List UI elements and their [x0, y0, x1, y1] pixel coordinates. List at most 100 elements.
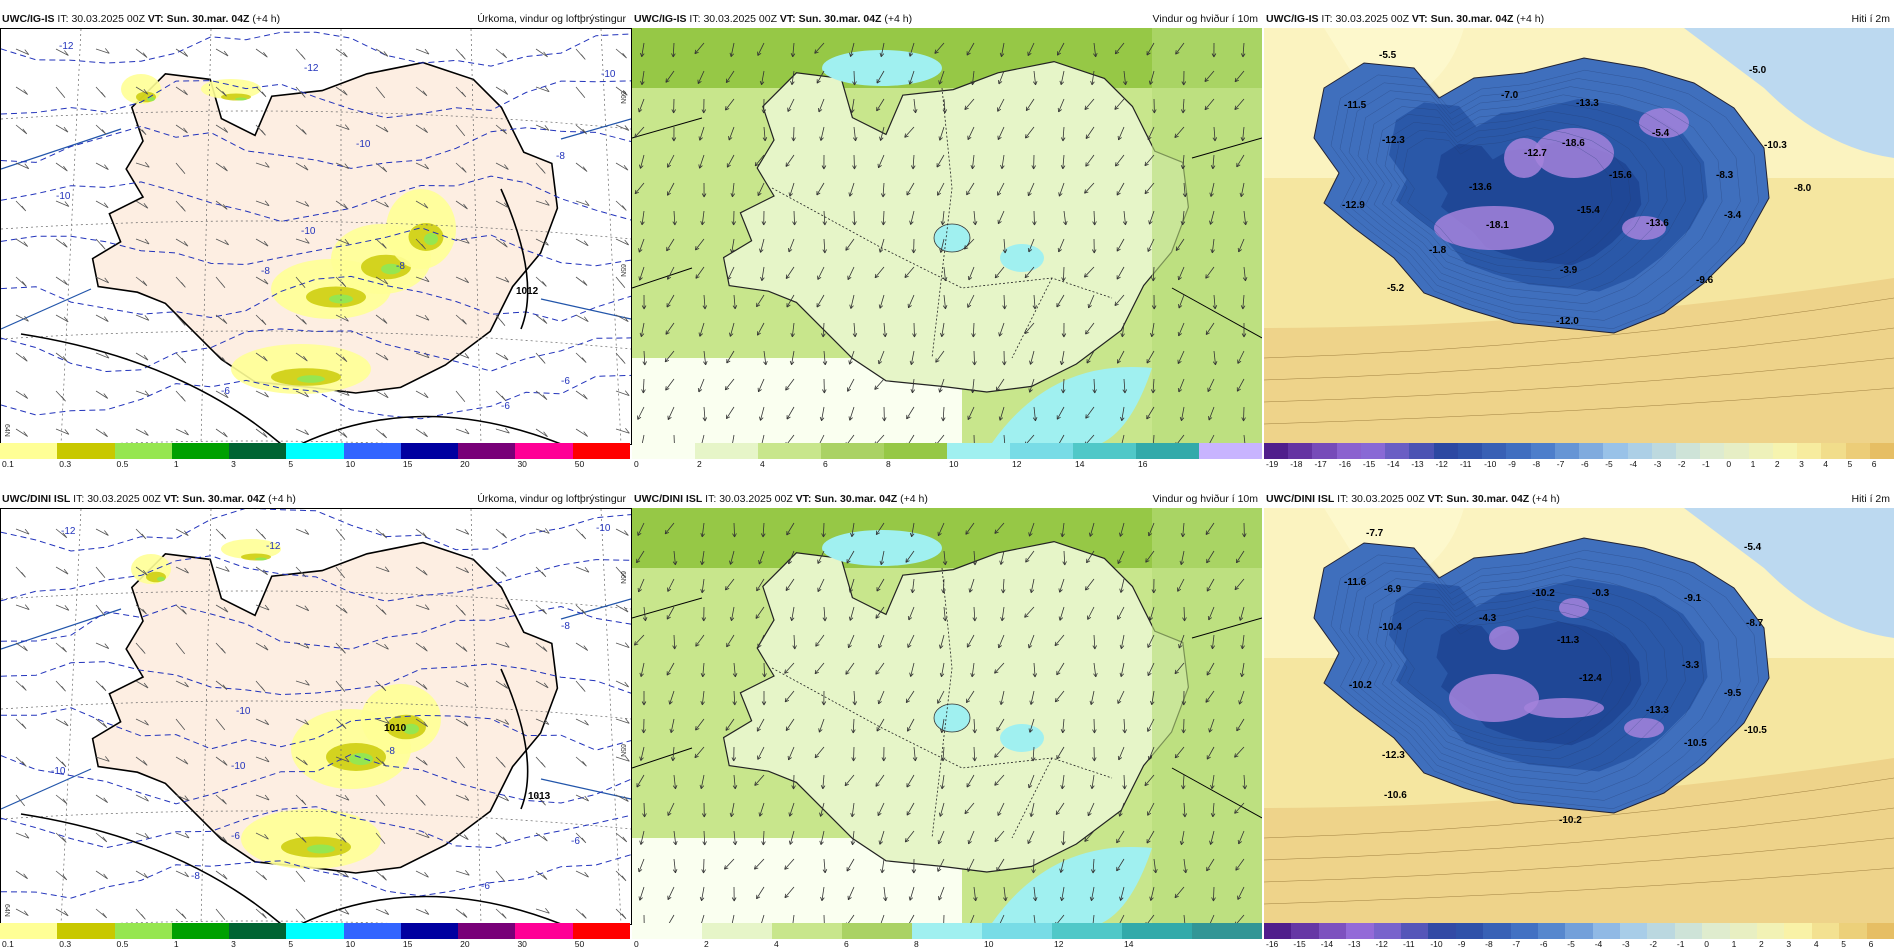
- colorbar-swatch: [772, 923, 842, 939]
- colorbar-swatch: [632, 923, 702, 939]
- temperature-label: -10.5: [1684, 738, 1707, 749]
- map-contour-label: -10: [56, 191, 71, 202]
- panel-r1-temp: UWC/IG-IS IT: 30.03.2025 00Z VT: Sun. 30…: [1264, 10, 1895, 470]
- colorbar-tick-label: 14: [1124, 939, 1134, 949]
- colorbar-tick-label: -1: [1676, 939, 1685, 949]
- temperature-label: -7.7: [1366, 528, 1384, 539]
- colorbar-tick-label: 2: [704, 939, 709, 949]
- temperature-label: -3.4: [1724, 210, 1742, 221]
- colorbar-swatch: [1073, 443, 1136, 459]
- colorbar-swatch: [0, 443, 58, 459]
- colorbar-swatch: [1318, 923, 1347, 939]
- colorbar-swatch: [572, 443, 630, 459]
- model-name: UWC/DINI ISL: [1266, 493, 1335, 505]
- colorbar-swatch: [1729, 923, 1758, 939]
- colorbar-tick-label: 50: [574, 459, 585, 469]
- colorbar-ticks: -19 -18 -17 -16 -15 -14 -13 -12 -11 -10 -9 -8 -7 -6 -5…: [1264, 459, 1894, 470]
- colorbar-swatch: [1264, 443, 1289, 459]
- colorbar-swatch: [1748, 443, 1773, 459]
- temp-map[interactable]: -7.7 -11.6 -6.9 -10.4 -4.3 -10.2 -0.3 -11.3 -9.1…: [1264, 508, 1894, 923]
- colorbar-swatch: [1821, 443, 1846, 459]
- colorbar-tick-label: -7: [1512, 939, 1521, 949]
- colorbar-tick-label: -6: [1581, 459, 1589, 469]
- colorbar-swatch: [1757, 923, 1785, 939]
- temperature-label: -11.6: [1344, 577, 1367, 588]
- temperature-label: -18.1: [1486, 220, 1509, 231]
- colorbar-swatch: [1811, 923, 1840, 939]
- colorbar-swatch: [1651, 443, 1676, 459]
- colorbar-tick-label: -14: [1320, 939, 1334, 949]
- colorbar-tick-label: -10: [1430, 939, 1443, 949]
- colorbar-swatch: [171, 443, 230, 459]
- temperature-label: -8.3: [1716, 170, 1734, 181]
- colorbar-swatch: [229, 923, 287, 939]
- temperature-label: -12.0: [1556, 316, 1579, 327]
- map-contour-label: -10: [231, 761, 246, 772]
- colorbar-swatch: [1797, 443, 1822, 459]
- colorbar-tick-label: 15: [402, 939, 413, 949]
- temperature-label: -11.3: [1557, 635, 1580, 646]
- colorbar-swatch: [1510, 923, 1538, 939]
- colorbar-swatch: [1845, 443, 1870, 459]
- precip-map[interactable]: -12 -12 -10 -10 -10 -10 -8 -8 -8 -6 -6 -6 1010 1013 66…: [0, 508, 632, 925]
- colorbar-swatch: [1409, 443, 1434, 459]
- colorbar-tick-label: 10: [949, 459, 959, 469]
- panel-r1-precip: UWC/IG-IS IT: 30.03.2025 00Z VT: Sun. 30…: [0, 10, 632, 470]
- wind-map-svg: [632, 28, 1262, 443]
- vt-value: Sun. 30.mar. 04Z: [166, 13, 250, 25]
- map-contour-label: -10: [596, 523, 611, 534]
- colorbar-swatch: [1455, 923, 1484, 939]
- temperature-label: -12.9: [1342, 200, 1365, 211]
- lead-time: (+4 h): [252, 13, 281, 25]
- temp-map-svg: -7.7 -11.6 -6.9 -10.4 -4.3 -10.2 -0.3 -11.3 -9.1…: [1264, 508, 1894, 923]
- colorbar-swatch: [1288, 443, 1313, 459]
- temperature-label: -5.2: [1387, 283, 1405, 294]
- model-name: UWC/DINI ISL: [2, 493, 71, 505]
- colorbar-tick-label: -14: [1387, 459, 1400, 469]
- colorbar-tick-label: -8: [1485, 939, 1493, 949]
- colorbar-tick-label: 6: [1871, 459, 1877, 469]
- colorbar-swatch: [1537, 923, 1566, 939]
- temp-map[interactable]: -5.5 -11.5 -12.3 -12.9 -7.0 -13.3 -18.6 -12.7 -1…: [1264, 28, 1894, 443]
- colorbar-swatch: [912, 923, 982, 939]
- colorbar-ticks: -16 -15 -14 -13 -12 -11 -10 -9 -8 -7 -6 -5 -4 -3 -2 -1 0…: [1264, 939, 1894, 950]
- it-label: IT:: [73, 493, 85, 505]
- colorbar: [0, 923, 630, 939]
- colorbar-swatch: [458, 923, 516, 939]
- colorbar-tick-label: 0: [1704, 939, 1709, 949]
- map-contour-label: -6: [501, 401, 510, 412]
- precip-map[interactable]: -12 -12 -10 -10 -10 -10 -8 -8 -8 -6 -6 -6 1012 66N 65N…: [0, 28, 632, 445]
- wind-map[interactable]: [632, 508, 1262, 923]
- wind-map[interactable]: [632, 28, 1262, 443]
- model-name: UWC/DINI ISL: [634, 493, 703, 505]
- latitude-label: 64N: [3, 424, 10, 437]
- colorbar-tick-label: 0.3: [59, 459, 72, 469]
- colorbar-swatch: [1199, 443, 1262, 459]
- temperature-label: -11.5: [1344, 100, 1367, 111]
- colorbar-tick-label: 2: [697, 459, 702, 469]
- colorbar-swatch: [758, 443, 821, 459]
- latitude-label: 66N: [619, 571, 626, 584]
- temperature-label: -15.6: [1609, 170, 1632, 181]
- colorbar: [632, 443, 1262, 459]
- model-name: UWC/IG-IS: [634, 13, 687, 25]
- colorbar-tick-label: 1: [173, 939, 179, 949]
- it-label: IT:: [689, 13, 701, 25]
- product-name: Vindur og hviður í 10m: [1152, 13, 1258, 25]
- temperature-label: -8.0: [1794, 183, 1812, 194]
- colorbar-tick-label: -15: [1362, 459, 1376, 469]
- colorbar-tick-label: -16: [1266, 939, 1279, 949]
- panel-title: UWC/IG-IS IT: 30.03.2025 00Z VT: Sun. 30…: [632, 10, 1262, 28]
- lead-time: (+4 h): [900, 493, 928, 505]
- colorbar-swatch: [1192, 923, 1262, 939]
- colorbar-swatch: [400, 443, 459, 459]
- colorbar-swatch: [1506, 443, 1531, 459]
- model-name: UWC/IG-IS: [2, 13, 55, 25]
- temperature-label: -10.2: [1532, 588, 1555, 599]
- panel-r1-wind: UWC/IG-IS IT: 30.03.2025 00Z VT: Sun. 30…: [632, 10, 1262, 470]
- vt-label: VT:: [795, 493, 812, 505]
- colorbar-tick-label: 0: [634, 939, 639, 949]
- map-contour-label: 1012: [516, 286, 539, 297]
- map-contour-label: -6: [481, 881, 490, 892]
- lead-time: (+4 h): [268, 493, 296, 505]
